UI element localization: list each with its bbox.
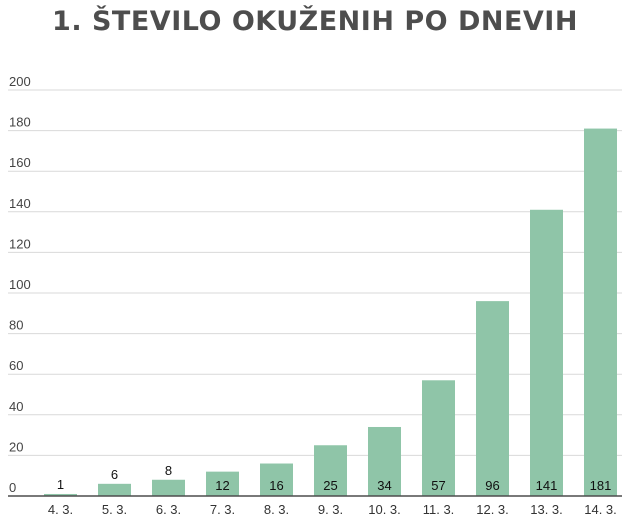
bar — [98, 483, 131, 496]
bar — [260, 463, 293, 496]
chart-title: 1. ŠTEVILO OKUŽENIH PO DNEVIH — [52, 6, 578, 37]
y-tick-label: 120 — [9, 236, 31, 251]
x-tick-label: 4. 3. — [48, 502, 73, 517]
data-label: 181 — [590, 478, 612, 493]
y-tick-label: 180 — [9, 115, 31, 130]
data-label: 57 — [431, 478, 445, 493]
data-label: 141 — [536, 478, 558, 493]
data-label: 1 — [57, 477, 64, 492]
y-tick-label: 100 — [9, 277, 31, 292]
bar — [476, 301, 509, 496]
bar — [44, 493, 77, 496]
bar — [368, 426, 401, 496]
x-tick-label: 12. 3. — [476, 502, 509, 517]
data-label: 12 — [215, 478, 229, 493]
x-tick-label: 9. 3. — [318, 502, 343, 517]
bar — [314, 445, 347, 496]
bar — [152, 479, 185, 496]
x-tick-label: 11. 3. — [423, 502, 455, 517]
y-tick-label: 40 — [9, 399, 23, 414]
x-tick-label: 8. 3. — [264, 502, 289, 517]
y-tick-label: 80 — [9, 318, 23, 333]
bar — [206, 471, 239, 496]
data-label: 25 — [323, 478, 337, 493]
x-tick-label: 5. 3. — [102, 502, 127, 517]
x-tick-label: 10. 3. — [368, 502, 401, 517]
x-tick-label: 7. 3. — [210, 502, 235, 517]
bar — [530, 209, 563, 496]
y-tick-label: 160 — [9, 155, 31, 170]
y-tick-label: 200 — [9, 74, 31, 89]
data-label: 6 — [111, 467, 118, 482]
data-label: 8 — [165, 463, 172, 478]
data-label: 34 — [377, 478, 391, 493]
bar — [584, 128, 617, 496]
y-tick-label: 60 — [9, 358, 23, 373]
x-tick-label: 13. 3. — [530, 502, 563, 517]
x-tick-label: 6. 3. — [156, 502, 181, 517]
y-tick-label: 0 — [9, 480, 16, 495]
data-label: 96 — [485, 478, 499, 493]
data-label: 16 — [269, 478, 283, 493]
bar — [422, 380, 455, 496]
y-tick-label: 140 — [9, 196, 31, 211]
x-tick-label: 14. 3. — [584, 502, 617, 517]
y-tick-label: 20 — [9, 439, 23, 454]
